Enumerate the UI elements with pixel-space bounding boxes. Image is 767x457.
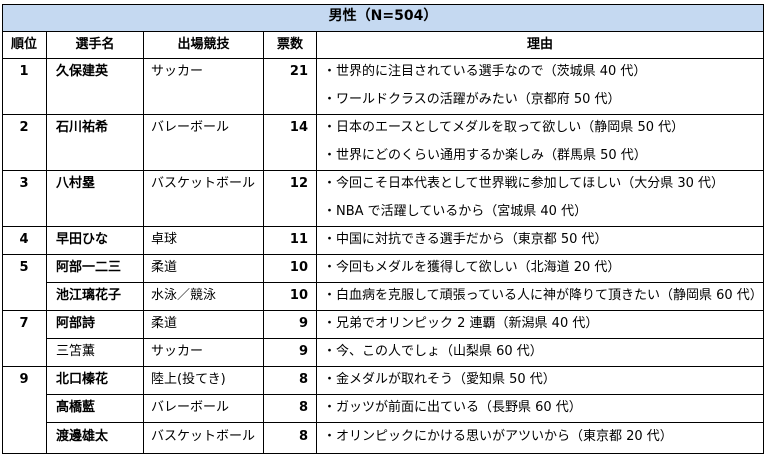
row-votes: 9 (298, 316, 308, 331)
row-reason: ・NBA で活躍しているから（宮城県 40 代） (323, 204, 588, 219)
row-athlete-name: 池江璃花子 (56, 288, 122, 303)
row-sport: 柔道 (151, 260, 178, 275)
row-athlete-name: 髙橋藍 (56, 400, 96, 415)
row-votes: 8 (298, 429, 308, 444)
row-athlete-name: 北口榛花 (56, 372, 109, 387)
row-sport: 陸上(投てき) (151, 372, 226, 387)
header-sport: 出場競技 (177, 37, 230, 52)
row-reason: ・世界にどのくらい通用するか楽しみ（群馬県 50 代） (323, 148, 647, 163)
row-sport: 柔道 (151, 316, 178, 331)
row-athlete-name: 八村塁 (56, 176, 96, 191)
row-athlete-name: 阿部詩 (56, 316, 96, 331)
row-reason: ・ワールドクラスの活躍がみたい（京都府 50 代） (323, 92, 621, 107)
row-athlete-name: 渡邊雄太 (56, 429, 109, 444)
row-votes: 21 (289, 64, 308, 79)
row-reason: ・今回こそ日本代表として世界戦に参加してほしい（大分県 30 代） (323, 176, 725, 191)
row-rank: 7 (19, 316, 29, 331)
row-athlete-name: 久保建英 (56, 64, 109, 79)
table-title: 男性（N=504） (328, 8, 438, 24)
row-sport: バレーボール (151, 400, 230, 415)
row-reason: ・今回もメダルを獲得して欲しい（北海道 20 代） (323, 260, 621, 275)
row-reason: ・白血病を克服して頑張っている人に神が降りて頂きたい（静岡県 60 代） (323, 288, 763, 303)
row-reason: ・世界的に注目されている選手なので（茨城県 40 代） (323, 64, 647, 79)
header-votes: 票数 (276, 37, 303, 52)
row-sport: 卓球 (151, 232, 178, 247)
row-votes: 10 (289, 288, 308, 303)
row-rank: 3 (19, 176, 29, 191)
row-sport: バレーボール (151, 120, 230, 135)
row-votes: 9 (298, 344, 308, 359)
row-rank: 1 (19, 64, 29, 79)
row-sport: サッカー (151, 64, 204, 79)
row-reason: ・日本のエースとしてメダルを取って欲しい（静岡県 50 代） (323, 120, 685, 135)
row-reason: ・今、この人でしょ（山梨県 60 代） (323, 344, 543, 359)
row-sport: バスケットボール (151, 429, 256, 444)
row-sport: サッカー (151, 344, 204, 359)
header-reasons: 理由 (526, 37, 553, 52)
row-athlete-name: 阿部一二三 (56, 260, 122, 275)
header-athlete: 選手名 (75, 37, 115, 52)
row-votes: 8 (298, 400, 308, 415)
row-rank: 2 (19, 120, 29, 135)
row-votes: 11 (289, 232, 308, 247)
row-athlete-name: 三笘薫 (56, 344, 96, 359)
row-sport: バスケットボール (151, 176, 256, 191)
row-reason: ・中国に対抗できる選手だから（東京都 50 代） (323, 232, 608, 247)
row-reason: ・金メダルが取れそう（愛知県 50 代） (323, 372, 556, 387)
row-sport: 水泳／競泳 (151, 288, 217, 303)
row-reason: ・オリンピックにかける思いがアツいから（東京都 20 代） (323, 429, 673, 444)
row-athlete-name: 石川祐希 (56, 120, 109, 135)
row-votes: 14 (289, 120, 308, 135)
row-votes: 10 (289, 260, 308, 275)
header-rank: 順位 (10, 37, 37, 52)
row-votes: 12 (289, 176, 308, 191)
row-rank: 5 (19, 260, 29, 275)
row-reason: ・ガッツが前面に出ている（長野県 60 代） (323, 400, 582, 415)
row-rank: 9 (19, 372, 29, 387)
row-athlete-name: 早田ひな (56, 232, 109, 247)
row-reason: ・兄弟でオリンピック 2 連覇（新潟県 40 代） (323, 316, 599, 331)
row-votes: 8 (298, 372, 308, 387)
row-rank: 4 (19, 232, 29, 247)
